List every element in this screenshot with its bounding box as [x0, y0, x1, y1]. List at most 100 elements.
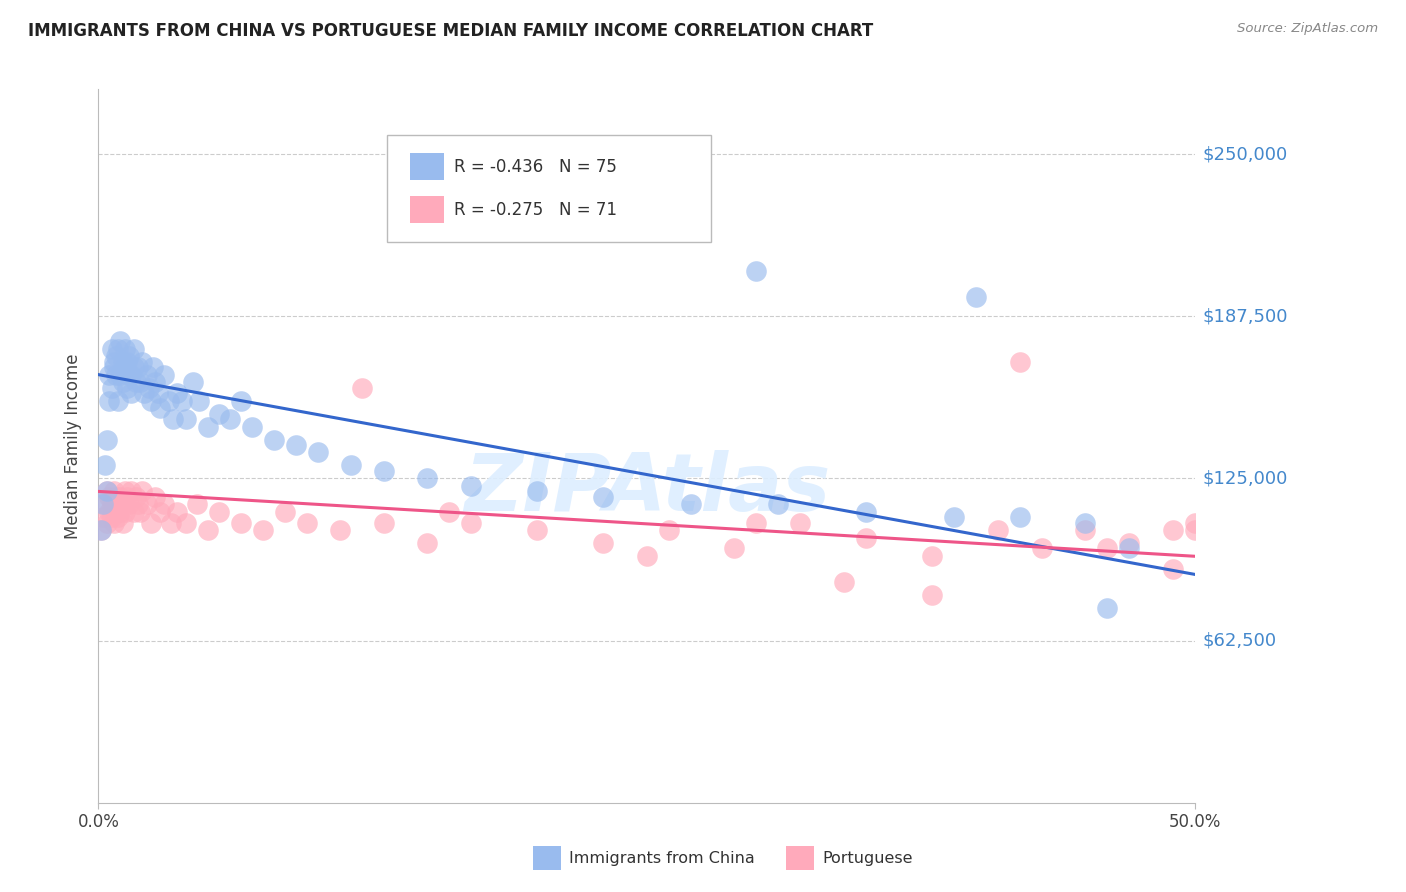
- Point: [98, 505, 121, 519]
- Point: [134, 385, 156, 400]
- Point: [166, 385, 188, 400]
- Point: [157, 393, 180, 408]
- Point: [416, 471, 439, 485]
- Point: [1097, 541, 1119, 556]
- Text: R = -0.436   N = 75: R = -0.436 N = 75: [454, 158, 616, 176]
- Point: [122, 505, 145, 519]
- Text: $62,500: $62,500: [1202, 632, 1277, 649]
- Point: [439, 505, 461, 519]
- Point: [90, 524, 112, 538]
- Point: [526, 225, 548, 239]
- Point: [114, 342, 136, 356]
- Point: [252, 524, 274, 538]
- Point: [174, 411, 197, 425]
- Point: [107, 342, 129, 356]
- Text: ZIPAtlas: ZIPAtlas: [464, 450, 830, 528]
- Point: [186, 497, 208, 511]
- Point: [855, 531, 877, 545]
- Point: [832, 575, 855, 590]
- Point: [129, 505, 152, 519]
- Text: IMMIGRANTS FROM CHINA VS PORTUGUESE MEDIAN FAMILY INCOME CORRELATION CHART: IMMIGRANTS FROM CHINA VS PORTUGUESE MEDI…: [28, 22, 873, 40]
- Point: [145, 490, 167, 504]
- Point: [350, 381, 373, 395]
- Point: [91, 510, 114, 524]
- Point: [125, 376, 148, 390]
- Point: [723, 541, 745, 556]
- Text: $187,500: $187,500: [1202, 307, 1288, 326]
- Point: [921, 588, 943, 602]
- Point: [166, 505, 188, 519]
- Point: [174, 516, 197, 530]
- Point: [90, 524, 112, 538]
- Point: [1184, 516, 1206, 530]
- Point: [114, 359, 136, 374]
- Point: [526, 524, 548, 538]
- Point: [110, 334, 132, 348]
- Text: Source: ZipAtlas.com: Source: ZipAtlas.com: [1237, 22, 1378, 36]
- Point: [1074, 524, 1097, 538]
- Point: [416, 536, 439, 550]
- Point: [139, 393, 162, 408]
- Point: [120, 484, 142, 499]
- Point: [149, 505, 172, 519]
- Point: [110, 368, 132, 382]
- Point: [127, 359, 149, 374]
- Point: [100, 510, 122, 524]
- Point: [142, 359, 165, 374]
- Point: [592, 490, 614, 504]
- Point: [274, 505, 297, 519]
- Point: [146, 385, 169, 400]
- Point: [135, 497, 157, 511]
- Point: [636, 549, 658, 564]
- Point: [114, 505, 136, 519]
- Point: [170, 393, 193, 408]
- Point: [1118, 536, 1140, 550]
- Point: [138, 381, 160, 395]
- Point: [145, 376, 167, 390]
- Point: [91, 497, 114, 511]
- Point: [100, 497, 122, 511]
- Point: [373, 516, 395, 530]
- Point: [125, 490, 148, 504]
- Point: [110, 490, 132, 504]
- Point: [942, 510, 965, 524]
- Point: [131, 354, 153, 368]
- Point: [658, 524, 681, 538]
- Point: [1031, 541, 1053, 556]
- Text: $125,000: $125,000: [1202, 469, 1288, 487]
- Point: [768, 497, 790, 511]
- Point: [120, 368, 142, 382]
- Point: [162, 411, 184, 425]
- Point: [118, 368, 141, 382]
- Point: [208, 407, 231, 421]
- Y-axis label: Median Family Income: Median Family Income: [65, 353, 83, 539]
- Point: [135, 368, 157, 382]
- Point: [284, 438, 307, 452]
- Point: [104, 505, 127, 519]
- Point: [159, 516, 181, 530]
- Point: [240, 419, 263, 434]
- Point: [94, 458, 117, 473]
- Point: [229, 516, 252, 530]
- Text: Immigrants from China: Immigrants from China: [569, 851, 755, 865]
- Point: [96, 484, 118, 499]
- Point: [263, 433, 285, 447]
- Point: [636, 199, 658, 213]
- Point: [103, 484, 125, 499]
- Point: [1074, 516, 1097, 530]
- Point: [98, 393, 121, 408]
- Point: [111, 497, 134, 511]
- Point: [373, 464, 395, 478]
- Point: [100, 381, 122, 395]
- Point: [1161, 562, 1184, 576]
- Point: [745, 516, 768, 530]
- Point: [118, 350, 141, 364]
- Point: [107, 393, 129, 408]
- Point: [115, 381, 138, 395]
- Point: [208, 505, 231, 519]
- Point: [1008, 510, 1031, 524]
- Point: [1097, 601, 1119, 615]
- Point: [460, 516, 482, 530]
- Point: [118, 497, 141, 511]
- Point: [122, 359, 145, 374]
